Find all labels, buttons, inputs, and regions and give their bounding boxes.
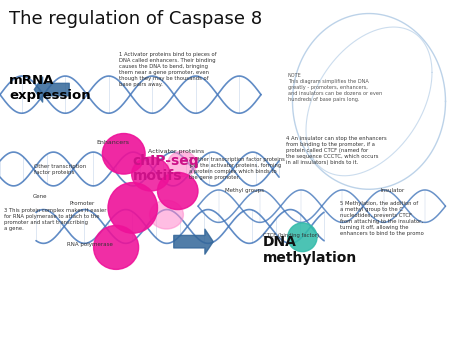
Text: DNA
methylation: DNA methylation: [263, 235, 357, 265]
Text: 3 This protein complex makes it easier
for RNA polymerase to attach to the
promo: 3 This protein complex makes it easier f…: [4, 208, 107, 231]
Text: The regulation of Caspase 8: The regulation of Caspase 8: [9, 10, 262, 28]
Text: 2 Other transcription factor proteins
join the activator proteins, forming
a pro: 2 Other transcription factor proteins jo…: [189, 157, 285, 180]
Text: Insulator: Insulator: [380, 188, 405, 193]
Ellipse shape: [131, 157, 170, 191]
Text: 5 Methylation, the addition of
a methyl group to the C
nucleotides, prevents CTC: 5 Methylation, the addition of a methyl …: [340, 201, 423, 236]
Text: mRNA
expression: mRNA expression: [9, 74, 90, 102]
Text: Gene: Gene: [32, 194, 47, 199]
Text: 1 Activator proteins bind to pieces of
DNA called enhancers. Their binding
cause: 1 Activator proteins bind to pieces of D…: [119, 52, 217, 88]
Ellipse shape: [94, 225, 139, 269]
Text: Methyl groups: Methyl groups: [225, 188, 264, 193]
Ellipse shape: [103, 134, 145, 174]
Ellipse shape: [158, 172, 198, 210]
Text: Enhancers: Enhancers: [97, 140, 130, 145]
Text: Promoter: Promoter: [70, 201, 95, 206]
Text: chIP-seq
motifs: chIP-seq motifs: [133, 154, 199, 184]
Text: Other transcription
factor proteins: Other transcription factor proteins: [34, 164, 86, 175]
Text: NOTE
This diagram simplifies the DNA
greatly - promoters, enhancers,
and insulat: NOTE This diagram simplifies the DNA gre…: [288, 73, 382, 102]
Text: Activator proteins: Activator proteins: [148, 149, 205, 154]
Text: RNA polymerase: RNA polymerase: [67, 242, 112, 247]
Ellipse shape: [149, 200, 184, 229]
Text: CTCF (binding factor): CTCF (binding factor): [263, 233, 320, 238]
Ellipse shape: [167, 151, 197, 177]
Text: 4 An insulator can stop the enhancers
from binding to the promoter, if a
protein: 4 An insulator can stop the enhancers fr…: [286, 136, 387, 165]
Ellipse shape: [108, 183, 158, 233]
Ellipse shape: [288, 223, 317, 251]
